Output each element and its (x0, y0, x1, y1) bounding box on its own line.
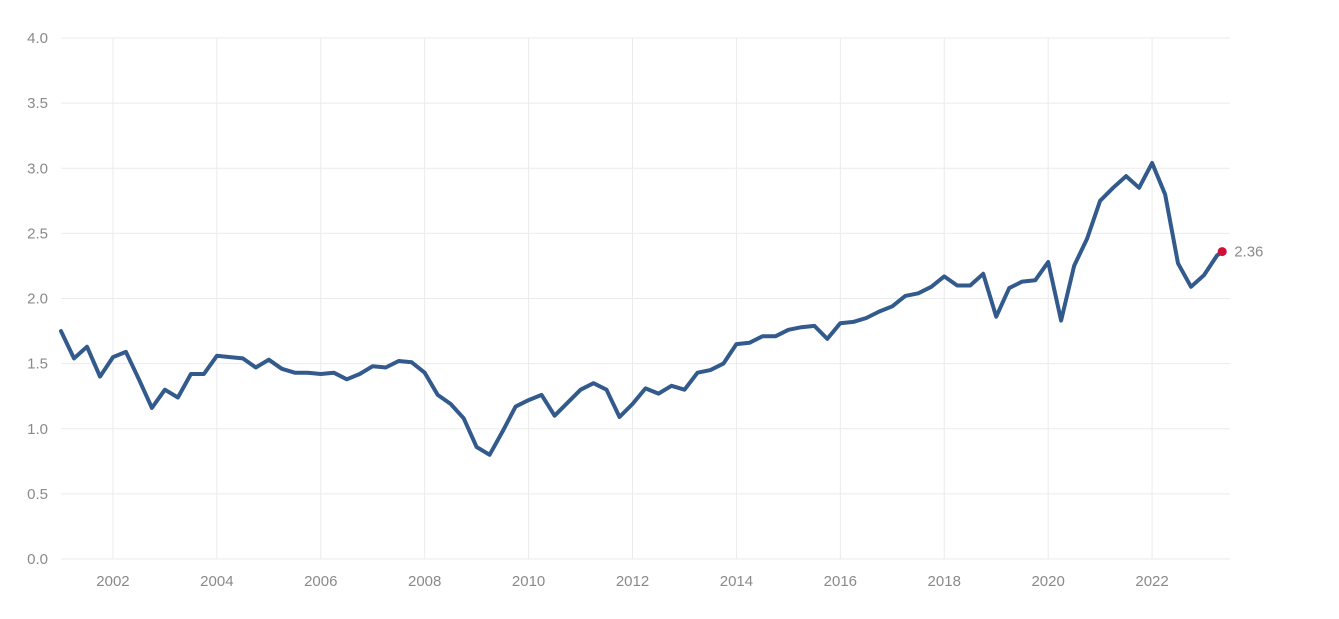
last-value-label: 2.36 (1234, 244, 1263, 261)
y-tick-label: 3.5 (27, 95, 48, 112)
x-tick-label: 2016 (824, 573, 857, 590)
y-tick-label: 1.0 (27, 421, 48, 438)
y-tick-label: 0.0 (27, 551, 48, 568)
x-tick-label: 2008 (408, 573, 441, 590)
y-tick-label: 3.0 (27, 160, 48, 177)
x-axis-tick-labels: 2002 2004 2006 2008 2010 2012 2014 2016 2018 2020… (96, 573, 1168, 590)
x-tick-label: 2010 (512, 573, 545, 590)
x-tick-label: 2006 (304, 573, 337, 590)
series-line (59, 161, 1225, 457)
y-tick-label: 2.0 (27, 291, 48, 308)
x-tick-label: 2012 (616, 573, 649, 590)
x-gridlines (112, 38, 1153, 559)
y-tick-label: 4.0 (27, 30, 48, 47)
x-tick-label: 2018 (928, 573, 961, 590)
x-tick-label: 2004 (200, 573, 233, 590)
series-group (59, 161, 1225, 457)
y-tick-label: 0.5 (27, 486, 48, 503)
y-gridlines (61, 37, 1230, 560)
x-tick-label: 2022 (1135, 573, 1168, 590)
last-value-marker[interactable] (1217, 247, 1227, 257)
x-tick-label: 2020 (1031, 573, 1064, 590)
y-tick-label: 1.5 (27, 356, 48, 373)
x-tick-label: 2014 (720, 573, 753, 590)
y-axis-tick-labels: 0.0 0.5 1.0 1.5 2.0 2.5 3.0 3.5 4.0 (27, 30, 48, 568)
annotations-group: 2.36 (1217, 244, 1263, 261)
x-tick-label: 2002 (96, 573, 129, 590)
y-tick-label: 2.5 (27, 225, 48, 242)
